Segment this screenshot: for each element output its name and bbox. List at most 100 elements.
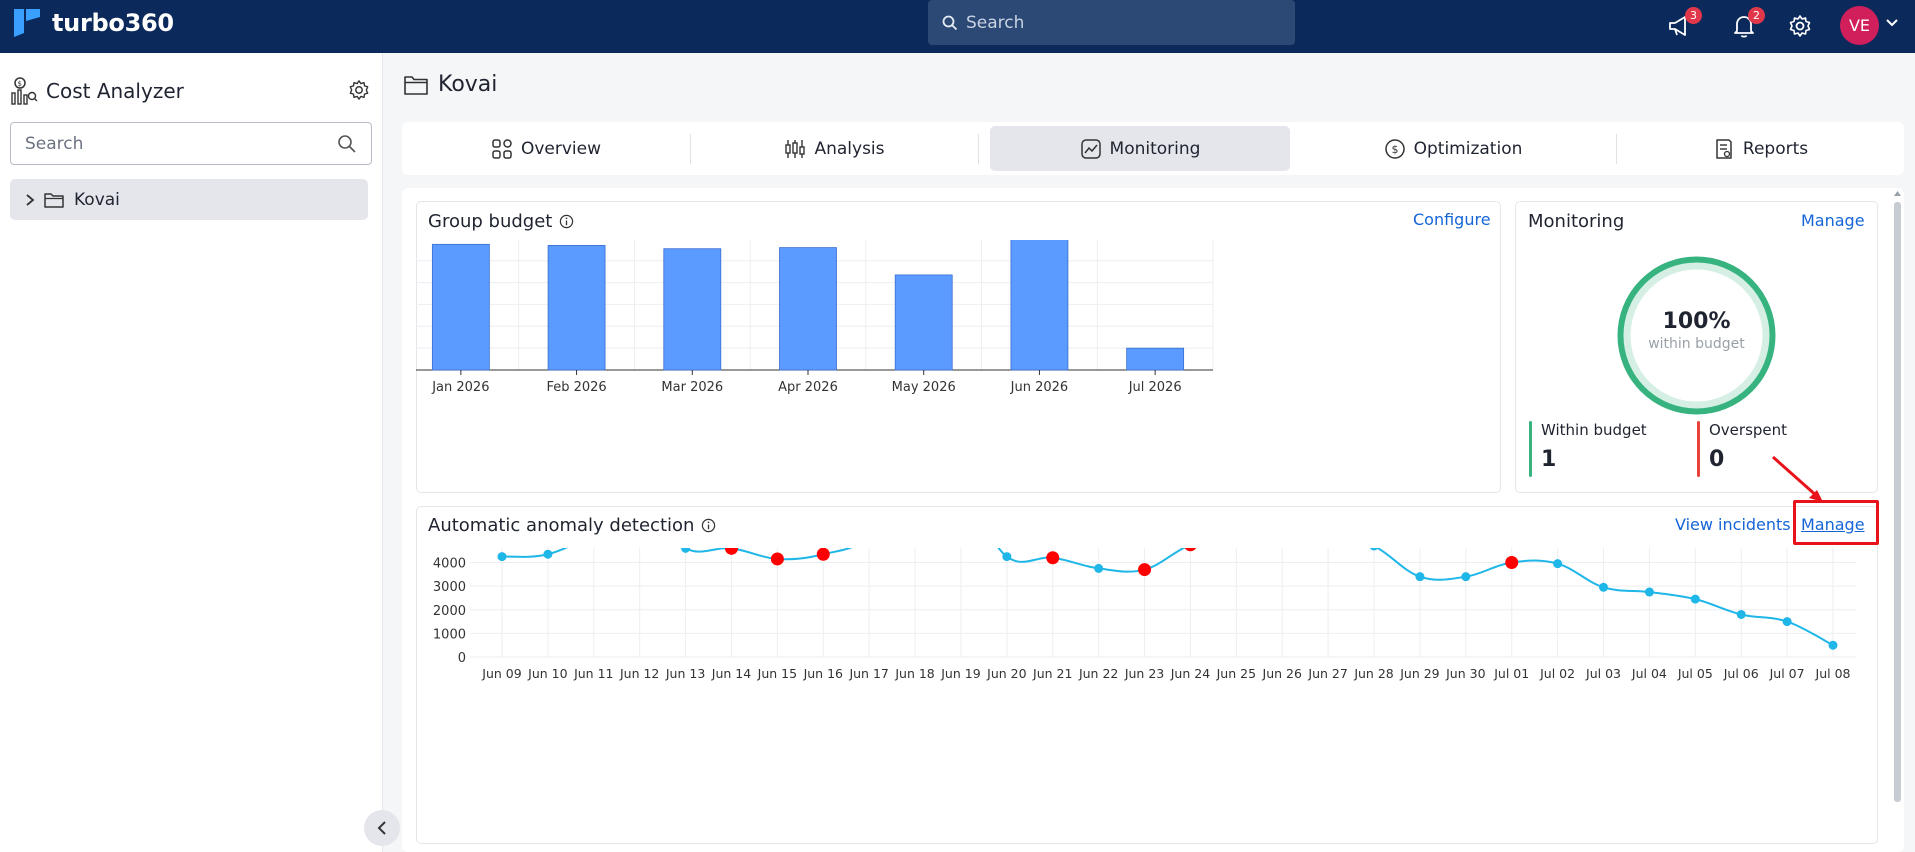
x-tick-label: Jun 14 bbox=[711, 666, 751, 681]
x-tick-label: Jun 13 bbox=[665, 666, 705, 681]
x-tick-label: Jun 10 bbox=[527, 666, 567, 681]
sidebar-search-input[interactable] bbox=[25, 133, 337, 154]
x-tick-label: Jun 26 bbox=[1262, 666, 1302, 681]
announcements-button[interactable]: 3 bbox=[1666, 7, 1702, 41]
x-tick-label: Jun 2026 bbox=[1010, 380, 1069, 395]
chevron-right-icon[interactable] bbox=[24, 193, 36, 207]
global-search[interactable] bbox=[928, 0, 1295, 45]
x-tick-label: Jun 17 bbox=[848, 666, 888, 681]
gauge-ring bbox=[1617, 256, 1776, 415]
data-point bbox=[497, 552, 507, 562]
x-tick-label: Jun 19 bbox=[940, 666, 980, 681]
sidebar-title: Cost Analyzer bbox=[46, 79, 184, 103]
x-tick-label: May 2026 bbox=[892, 380, 956, 395]
tab-label: Overview bbox=[520, 138, 602, 159]
cost-analyzer-icon: $ bbox=[11, 77, 38, 105]
page-title: Kovai bbox=[438, 72, 498, 97]
data-point bbox=[1828, 640, 1838, 650]
data-point bbox=[1644, 587, 1654, 597]
y-tick-label: 0 bbox=[458, 651, 466, 666]
user-avatar[interactable]: VE bbox=[1840, 6, 1879, 45]
x-tick-label: Jun 11 bbox=[573, 666, 613, 681]
folder-icon bbox=[404, 75, 428, 95]
monitoring-title: Monitoring bbox=[1528, 211, 1625, 232]
turbo360-logo[interactable]: turbo360 bbox=[12, 7, 174, 39]
x-tick-label: Jun 09 bbox=[481, 666, 521, 681]
tab-label: Optimization bbox=[1413, 138, 1523, 159]
configure-link[interactable]: Configure bbox=[1413, 210, 1491, 229]
tab-label: Analysis bbox=[814, 138, 885, 159]
tab-overview[interactable]: Overview bbox=[402, 126, 690, 171]
notifications-button[interactable]: 2 bbox=[1729, 7, 1765, 41]
info-icon[interactable] bbox=[559, 214, 574, 229]
gauge-label: 100% within budget bbox=[1614, 309, 1779, 352]
collapse-sidebar-button[interactable] bbox=[364, 810, 400, 846]
anomaly-point bbox=[1138, 563, 1152, 577]
y-tick-label: 3000 bbox=[433, 580, 466, 595]
tab-label: Reports bbox=[1742, 138, 1809, 159]
overspent-label: Overspent bbox=[1709, 421, 1788, 439]
y-tick-label: 2000 bbox=[433, 604, 466, 619]
content-scrollbar[interactable] bbox=[1893, 190, 1902, 810]
group-budget-chart: 020000400006000080000100000120000140000J… bbox=[416, 240, 1214, 395]
group-budget-title: Group budget bbox=[428, 211, 574, 232]
bar bbox=[547, 245, 606, 371]
settings-button[interactable] bbox=[1785, 11, 1815, 41]
data-point bbox=[1553, 559, 1563, 569]
x-tick-label: Jun 25 bbox=[1216, 666, 1256, 681]
anomaly-point bbox=[770, 552, 784, 566]
data-point bbox=[1599, 582, 1609, 592]
x-tick-label: Jun 18 bbox=[894, 666, 934, 681]
bell-icon bbox=[1734, 16, 1754, 38]
x-tick-label: Feb 2026 bbox=[546, 380, 606, 395]
tab-monitoring[interactable]: Monitoring bbox=[990, 126, 1290, 171]
chevron-left-icon bbox=[377, 821, 386, 835]
data-point bbox=[1690, 594, 1700, 604]
anomaly-point bbox=[724, 548, 738, 555]
chevron-down-icon[interactable] bbox=[1884, 15, 1900, 31]
data-point bbox=[543, 549, 553, 559]
x-tick-label: Jul 03 bbox=[1585, 666, 1621, 681]
within-budget-value: 1 bbox=[1541, 447, 1557, 472]
x-tick-label: Jun 30 bbox=[1445, 666, 1485, 681]
tab-optimization[interactable]: $ Optimization bbox=[1290, 126, 1616, 171]
sidebar: $ Cost Analyzer Kovai bbox=[0, 53, 383, 852]
bar bbox=[1126, 347, 1185, 371]
data-point bbox=[1094, 563, 1104, 573]
anomaly-chart: 010002000300040005000600070008000Jun 09J… bbox=[433, 548, 1856, 681]
tree-item-kovai[interactable]: Kovai bbox=[10, 179, 368, 220]
annotation-arrow bbox=[1772, 455, 1823, 502]
sidebar-search[interactable] bbox=[10, 122, 372, 165]
x-tick-label: Jun 12 bbox=[619, 666, 659, 681]
optimization-icon: $ bbox=[1384, 138, 1405, 159]
view-incidents-link[interactable]: View incidents bbox=[1675, 515, 1791, 534]
x-tick-label: Apr 2026 bbox=[778, 380, 838, 395]
announcements-badge: 3 bbox=[1685, 7, 1702, 24]
monitoring-icon bbox=[1080, 138, 1101, 159]
logo-text: turbo360 bbox=[52, 9, 174, 37]
tab-reports[interactable]: Reports bbox=[1617, 126, 1904, 171]
x-tick-label: Jun 29 bbox=[1399, 666, 1439, 681]
sidebar-settings-icon[interactable] bbox=[348, 79, 370, 101]
search-icon[interactable] bbox=[337, 134, 357, 154]
svg-text:$: $ bbox=[1391, 143, 1398, 156]
y-tick-label: 1000 bbox=[433, 627, 466, 642]
x-tick-label: Jul 07 bbox=[1769, 666, 1805, 681]
data-point bbox=[1782, 617, 1792, 627]
x-tick-label: Jul 02 bbox=[1539, 666, 1575, 681]
info-icon[interactable] bbox=[701, 518, 716, 533]
data-point bbox=[1461, 572, 1471, 582]
tab-analysis[interactable]: Analysis bbox=[691, 126, 978, 171]
annotation-highlight-box bbox=[1793, 500, 1879, 545]
monitoring-card bbox=[1515, 201, 1878, 493]
monitoring-manage-link[interactable]: Manage bbox=[1801, 211, 1865, 230]
data-point bbox=[1415, 572, 1425, 582]
megaphone-icon bbox=[1669, 16, 1686, 36]
global-search-input[interactable] bbox=[966, 12, 1266, 33]
x-tick-label: Jun 27 bbox=[1307, 666, 1347, 681]
svg-text:$: $ bbox=[18, 80, 22, 88]
anomaly-manage-link[interactable]: Manage bbox=[1801, 515, 1865, 534]
anomaly-point bbox=[1505, 556, 1519, 569]
overview-icon bbox=[492, 138, 512, 159]
x-tick-label: Jul 08 bbox=[1815, 666, 1851, 681]
